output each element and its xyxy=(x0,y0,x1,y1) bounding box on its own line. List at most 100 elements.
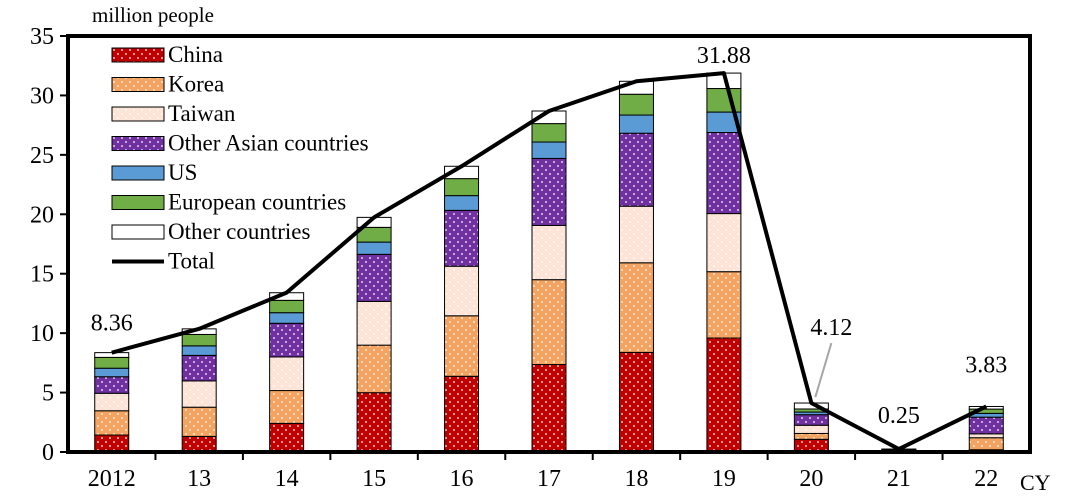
y-tick-label-10: 10 xyxy=(30,321,54,347)
legend-swatch-china xyxy=(111,47,165,63)
bar-korea-18 xyxy=(618,262,654,353)
bar-european-countries-18 xyxy=(618,93,654,116)
legend-swatch-taiwan xyxy=(111,106,165,122)
bar-taiwan-2012 xyxy=(94,392,130,412)
annotation-leader-20 xyxy=(814,342,833,398)
bar-china-19 xyxy=(706,337,742,453)
y-axis-unit-label: million people xyxy=(92,3,214,27)
bar-korea-19 xyxy=(706,271,742,339)
x-tick-label-14: 14 xyxy=(275,466,299,492)
bar-korea-20 xyxy=(793,432,829,440)
bar-taiwan-13 xyxy=(181,380,217,408)
annotation-20: 4.12 xyxy=(810,315,852,341)
legend-label-other-asian-countries: Other Asian countries xyxy=(168,131,369,156)
bar-european-countries-14 xyxy=(269,299,305,314)
legend-label-korea: Korea xyxy=(168,72,224,97)
bar-us-18 xyxy=(618,114,654,134)
bar-other-asian-countries-16 xyxy=(444,209,480,267)
bar-taiwan-19 xyxy=(706,213,742,273)
bar-european-countries-16 xyxy=(444,178,480,197)
x-axis-unit-label: CY xyxy=(1020,470,1051,495)
bar-korea-13 xyxy=(181,406,217,437)
bar-us-17 xyxy=(531,141,567,159)
annotation-22: 3.83 xyxy=(965,352,1007,378)
bar-other-asian-countries-2012 xyxy=(94,376,130,394)
legend-swatch-other-asian-countries xyxy=(111,136,165,151)
legend-swatch-korea xyxy=(111,77,165,92)
legend-label-china: China xyxy=(168,42,223,67)
x-tick-label-2012: 2012 xyxy=(88,466,136,492)
bar-china-18 xyxy=(618,351,654,453)
bar-other-countries-2012 xyxy=(94,352,130,358)
bar-other-asian-countries-14 xyxy=(269,322,305,358)
bar-korea-14 xyxy=(269,390,305,424)
bar-other-asian-countries-13 xyxy=(181,354,217,382)
annotation-21: 0.25 xyxy=(878,403,920,429)
y-tick-label-30: 30 xyxy=(30,83,54,109)
bar-taiwan-14 xyxy=(269,356,305,392)
bar-us-2012 xyxy=(94,367,130,378)
bar-china-13 xyxy=(181,435,217,453)
annotation-2012: 8.36 xyxy=(91,311,133,337)
bar-us-15 xyxy=(356,241,392,255)
bar-taiwan-22 xyxy=(968,433,1004,439)
x-tick-label-19: 19 xyxy=(712,466,736,492)
bar-european-countries-2012 xyxy=(94,356,130,369)
bar-korea-2012 xyxy=(94,410,130,436)
bar-european-countries-13 xyxy=(181,333,217,347)
bar-other-asian-countries-17 xyxy=(531,157,567,226)
annotations-layer: 8.36 31.88 4.12 0.25 3.83 xyxy=(91,43,1008,429)
x-tick-label-13: 13 xyxy=(187,466,211,492)
bar-european-countries-17 xyxy=(531,123,567,143)
bars-layer xyxy=(94,72,1004,453)
bar-china-14 xyxy=(269,422,305,453)
bar-us-13 xyxy=(181,345,217,356)
bar-taiwan-17 xyxy=(531,224,567,281)
legend: China Korea Taiwan Other Asian countries US E… xyxy=(111,42,369,274)
bar-taiwan-18 xyxy=(618,205,654,264)
bar-china-16 xyxy=(444,375,480,453)
bar-taiwan-16 xyxy=(444,265,480,317)
x-tick-label-20: 20 xyxy=(799,466,823,492)
plot-frame xyxy=(66,34,1032,454)
bar-other-asian-countries-15 xyxy=(356,253,392,302)
bar-us-14 xyxy=(269,312,305,324)
y-tick-label-25: 25 xyxy=(30,143,54,169)
x-tick-label-21: 21 xyxy=(887,466,911,492)
legend-label-taiwan: Taiwan xyxy=(168,101,236,126)
x-tick-label-17: 17 xyxy=(537,466,561,492)
bar-china-15 xyxy=(356,392,392,453)
legend-swatch-other-countries xyxy=(111,224,165,240)
total-line-layer xyxy=(111,71,988,452)
x-tick-label-16: 16 xyxy=(450,466,474,492)
bar-other-asian-countries-19 xyxy=(706,132,742,215)
bar-other-asian-countries-22 xyxy=(968,416,1004,435)
bar-taiwan-20 xyxy=(793,424,829,434)
bar-other-asian-countries-18 xyxy=(618,132,654,207)
legend-label-european-countries: European countries xyxy=(168,190,346,215)
legend-label-other-countries: Other countries xyxy=(168,219,310,244)
bar-taiwan-15 xyxy=(356,300,392,346)
bar-korea-16 xyxy=(444,315,480,377)
legend-swatch-us xyxy=(111,165,165,181)
bar-korea-17 xyxy=(531,279,567,366)
legend-label-total: Total xyxy=(168,249,215,274)
bar-korea-15 xyxy=(356,344,392,394)
annotation-19: 31.88 xyxy=(697,43,751,69)
bar-korea-22 xyxy=(968,437,1004,451)
bar-china-2012 xyxy=(94,434,130,453)
total-line xyxy=(111,71,988,452)
y-tick-label-0: 0 xyxy=(42,440,54,466)
bar-other-asian-countries-20 xyxy=(793,414,829,426)
y-tick-label-15: 15 xyxy=(30,262,54,288)
x-tick-label-18: 18 xyxy=(624,466,648,492)
bar-china-17 xyxy=(531,364,567,453)
bar-european-countries-19 xyxy=(706,88,742,113)
x-tick-label-22: 22 xyxy=(974,466,998,492)
y-tick-label-20: 20 xyxy=(30,202,54,228)
bar-us-16 xyxy=(444,195,480,211)
y-tick-label-35: 35 xyxy=(30,24,54,50)
legend-label-us: US xyxy=(168,160,197,185)
legend-swatch-european-countries xyxy=(111,195,165,210)
